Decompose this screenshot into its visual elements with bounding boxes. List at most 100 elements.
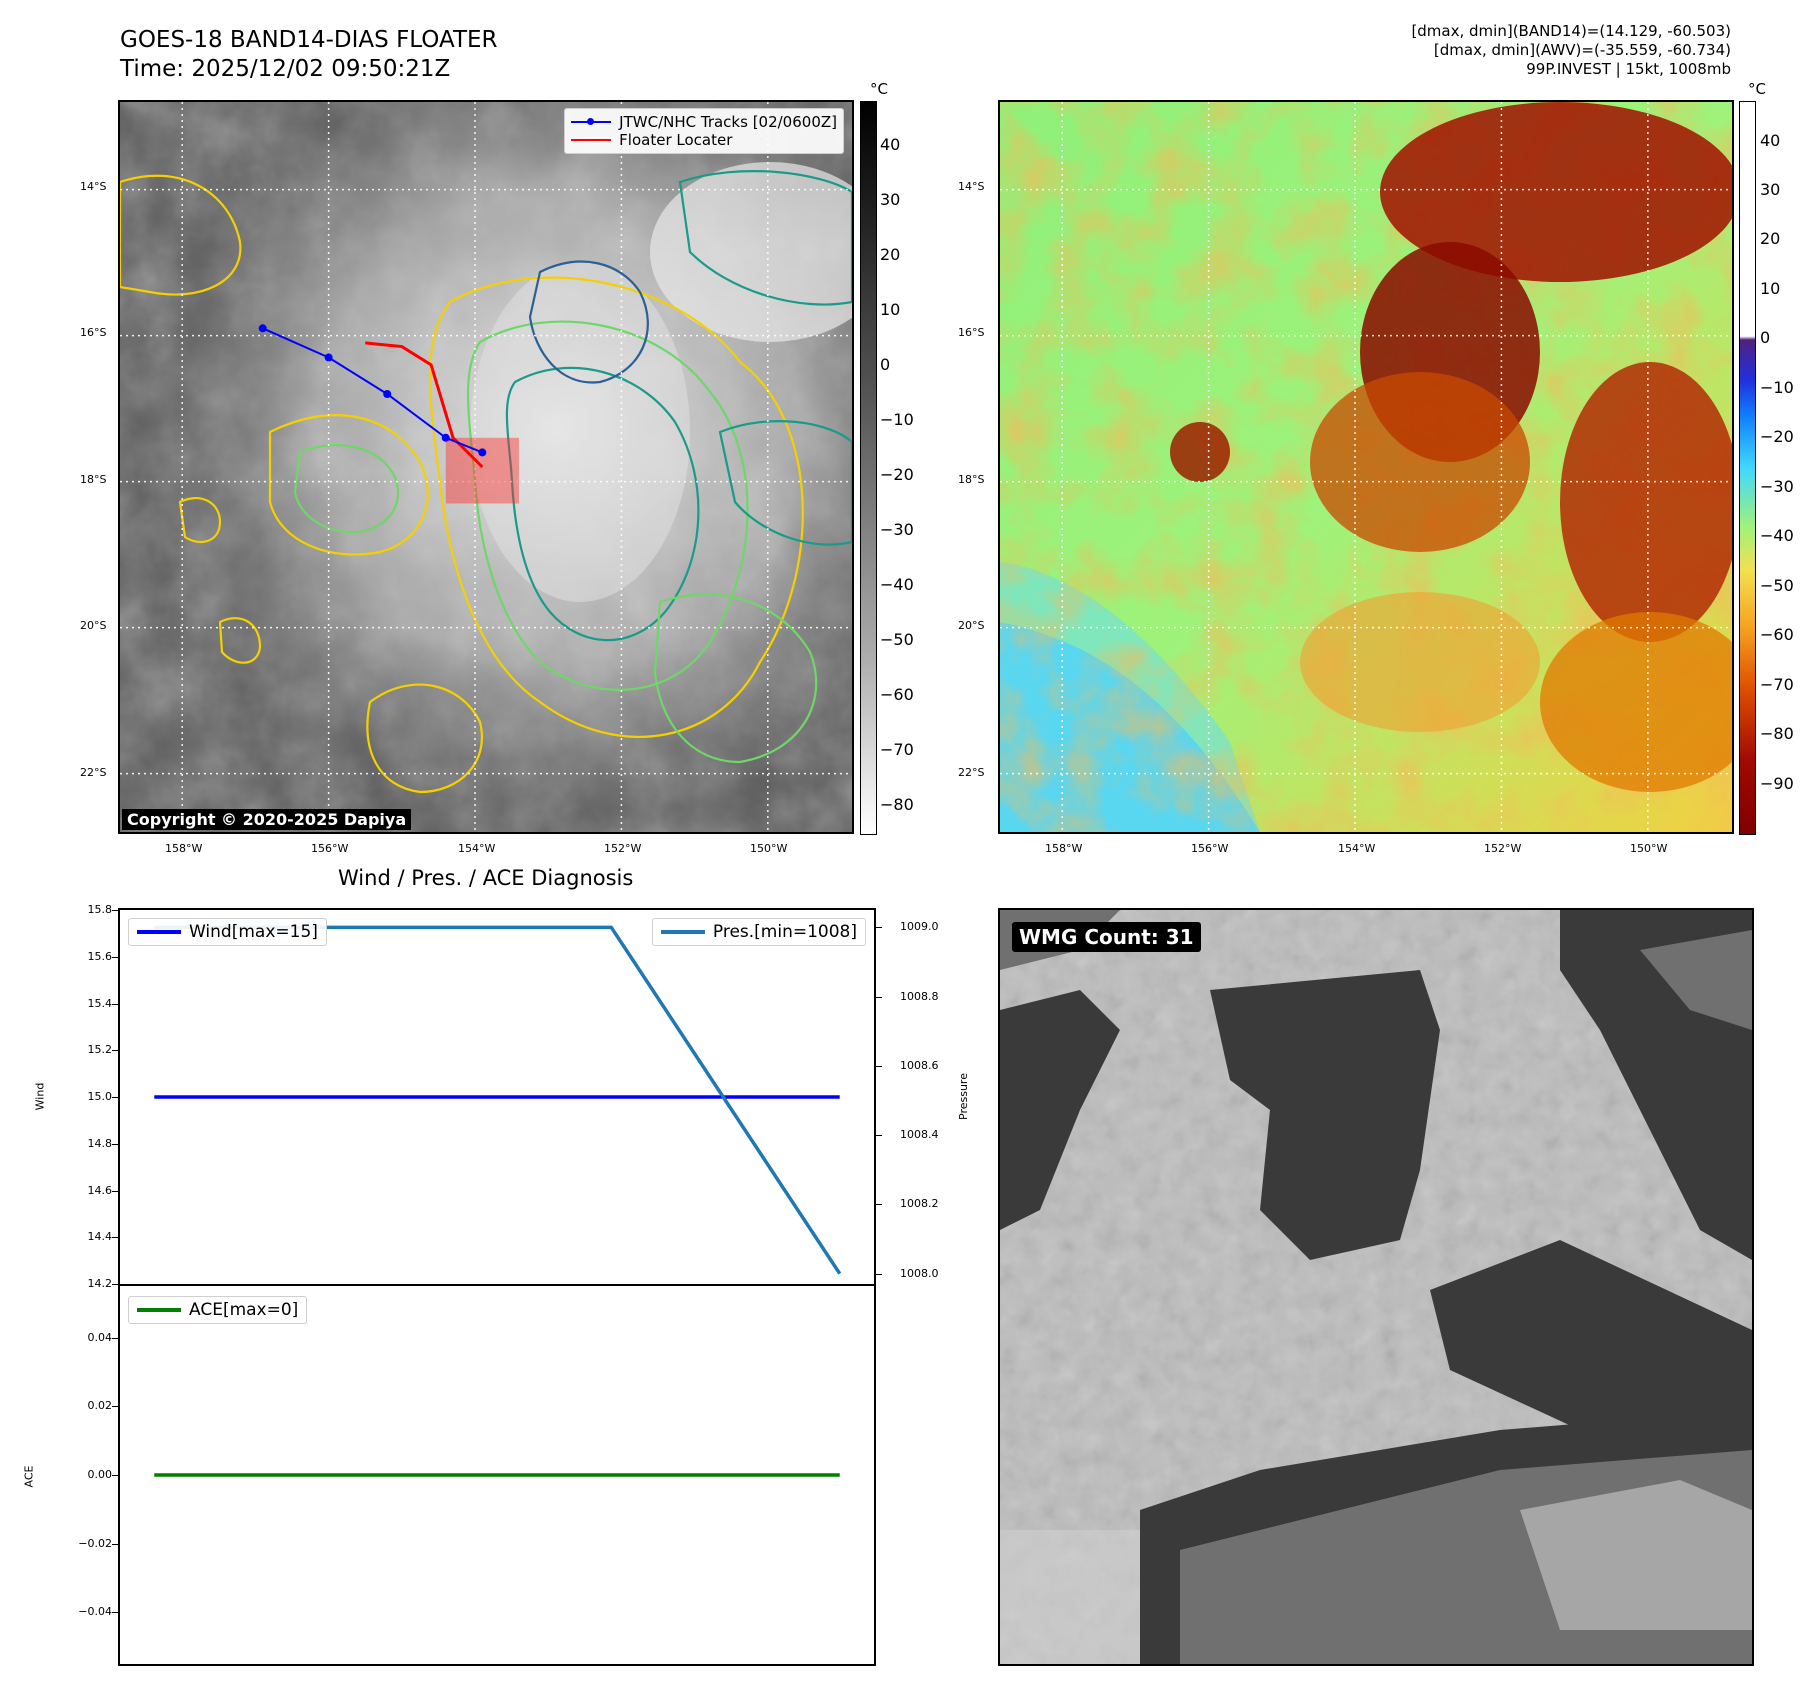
floater-locater-line: [365, 341, 484, 469]
colorbar-right-tick-2: 20: [1760, 229, 1781, 249]
colorbar-left-tick-5: −10: [880, 410, 914, 430]
lon-label-left-158w: 158°W: [165, 842, 203, 855]
awv-map-panel: [998, 100, 1734, 834]
colorbar-left-tick-4: 0: [880, 355, 891, 375]
lon-label-right-150w: 150°W: [1630, 842, 1668, 855]
pressure-line: [154, 925, 842, 1275]
ace-tick-2: 0.00: [87, 1468, 113, 1481]
colorbar-left-tick-11: −70: [880, 740, 914, 760]
wind-tick-2: 15.4: [87, 996, 113, 1010]
colorbar-left-tick-3: 10: [880, 300, 901, 320]
wind-tick-mark-7: [112, 1237, 118, 1239]
pressure-axis-label: Pressure: [956, 1073, 970, 1120]
colorbar-left-tick-12: −80: [880, 795, 914, 815]
track-point-1: [324, 353, 333, 362]
wind-swatch: [137, 930, 181, 934]
colorbar-right-tick-11: −70: [1760, 674, 1794, 694]
colorbar-right-tick-13: −90: [1760, 773, 1794, 793]
legend-pres-label: Pres.[min=1008]: [712, 922, 857, 942]
pressure-tick-2: 1008.6: [900, 1058, 939, 1072]
colorbar-right-tick-4: 0: [1760, 328, 1771, 348]
legend-tracks-label: JTWC/NHC Tracks [02/0600Z]: [619, 113, 837, 131]
colorbar-right-tick-10: −60: [1760, 625, 1794, 645]
track-point-2: [383, 390, 392, 398]
lat-label-left-14s: 14°S: [80, 180, 107, 193]
ace-tick-mark-3: [112, 1543, 118, 1545]
map-legend: JTWC/NHC Tracks [02/0600Z] Floater Locat…: [564, 108, 844, 154]
track-point-0: [258, 324, 267, 333]
track-point-3: [441, 433, 450, 442]
wmg-image: [1000, 910, 1752, 1664]
track-swatch: [571, 118, 612, 125]
ace-tick-mark-2: [112, 1475, 118, 1476]
pressure-tick-mark-0: [876, 927, 882, 929]
lat-label-left-16s: 16°S: [80, 326, 107, 339]
colorbar-right-tick-9: −50: [1760, 575, 1794, 595]
legend-locater-label: Floater Locater: [619, 131, 733, 149]
legend-ace: ACE[max=0]: [128, 1296, 308, 1324]
pressure-tick-mark-1: [876, 996, 882, 998]
colorbar-right-tick-1: 30: [1760, 180, 1781, 200]
ace-tick-mark-1: [112, 1406, 118, 1408]
wmg-panel: WMG Count: 31: [998, 908, 1754, 1666]
colorbar-left-tick-10: −60: [880, 685, 914, 705]
title-line-1: GOES-18 BAND14-DIAS FLOATER: [120, 27, 498, 53]
diagnosis-title: Wind / Pres. / ACE Diagnosis: [338, 866, 634, 890]
colorbar-right-tick-7: −30: [1760, 476, 1794, 496]
colorbar-right-tick-3: 10: [1760, 278, 1781, 298]
lat-label-right-22s: 22°S: [958, 766, 985, 779]
colorbar-left-tick-1: 30: [880, 190, 901, 210]
wind-tick-mark-5: [112, 1143, 118, 1145]
floater-box: [445, 437, 519, 504]
lon-label-right-156w: 156°W: [1191, 842, 1229, 855]
ace-tick-mark-4: [112, 1612, 118, 1614]
colorbar-right-tick-6: −20: [1760, 427, 1794, 447]
pressure-tick-1: 1008.8: [900, 989, 939, 1003]
wind-tick-8: 14.2: [87, 1277, 113, 1290]
wind-tick-mark-4: [112, 1097, 118, 1098]
colorbar-right-tick-0: 40: [1760, 130, 1781, 150]
colorbar-right-tick-8: −40: [1760, 526, 1794, 546]
lat-label-left-18s: 18°S: [80, 473, 107, 486]
colorbar-left-tick-7: −30: [880, 520, 914, 540]
lat-label-left-22s: 22°S: [80, 766, 107, 779]
ace-tick-3: −0.02: [78, 1536, 112, 1550]
pressure-tick-mark-3: [876, 1135, 882, 1137]
colorbar-left-tick-8: −40: [880, 575, 914, 595]
colorbar-left-tick-9: −50: [880, 630, 914, 650]
legend-pressure: Pres.[min=1008]: [651, 918, 866, 946]
ace-axis-label: ACE: [22, 1465, 36, 1488]
ir-map-panel: JTWC/NHC Tracks [02/0600Z] Floater Locat…: [118, 100, 854, 834]
lat-label-right-20s: 20°S: [958, 619, 985, 632]
wind-pressure-plot: [154, 925, 842, 1275]
legend-wind: Wind[max=15]: [128, 918, 327, 946]
lon-label-right-152w: 152°W: [1484, 842, 1522, 855]
wind-tick-mark-8: [112, 1284, 118, 1285]
lat-label-right-16s: 16°S: [958, 326, 985, 339]
ir-map-svg: [120, 102, 852, 832]
colorbar-left: [860, 101, 877, 835]
legend-entry-tracks: JTWC/NHC Tracks [02/0600Z]: [571, 113, 837, 131]
ace-panel: ACE[max=0]: [118, 1284, 876, 1666]
pressure-tick-5: 1008.0: [900, 1266, 939, 1280]
wind-tick-mark-6: [112, 1190, 118, 1192]
colorbar-right: [1739, 101, 1756, 835]
legend-ace-text: ACE[max=0]: [189, 1300, 299, 1320]
wind-axis-label: Wind: [33, 1082, 47, 1111]
wind-tick-mark-0: [112, 910, 118, 911]
colorbar-left-tick-2: 20: [880, 245, 901, 265]
ace-tick-4: −0.04: [78, 1605, 112, 1619]
info-line-1: [dmax, dmin](BAND14)=(14.129, -60.503): [1411, 22, 1731, 40]
pressure-tick-mark-5: [876, 1273, 882, 1275]
wind-tick-6: 14.6: [87, 1183, 113, 1197]
colorbar-left-tick-0: 40: [880, 135, 901, 155]
ace-swatch: [137, 1308, 181, 1312]
wmg-count-badge: WMG Count: 31: [1012, 922, 1201, 952]
colorbar-right-tick-12: −80: [1760, 724, 1794, 744]
info-line-2: [dmax, dmin](AWV)=(-35.559, -60.734): [1433, 41, 1731, 59]
awv-map-svg: [1000, 102, 1732, 832]
lat-label-right-18s: 18°S: [958, 473, 985, 486]
figure-title: GOES-18 BAND14-DIAS FLOATER Time: 2025/1…: [120, 26, 498, 84]
locater-swatch: [571, 139, 612, 141]
pressure-swatch: [660, 930, 705, 934]
